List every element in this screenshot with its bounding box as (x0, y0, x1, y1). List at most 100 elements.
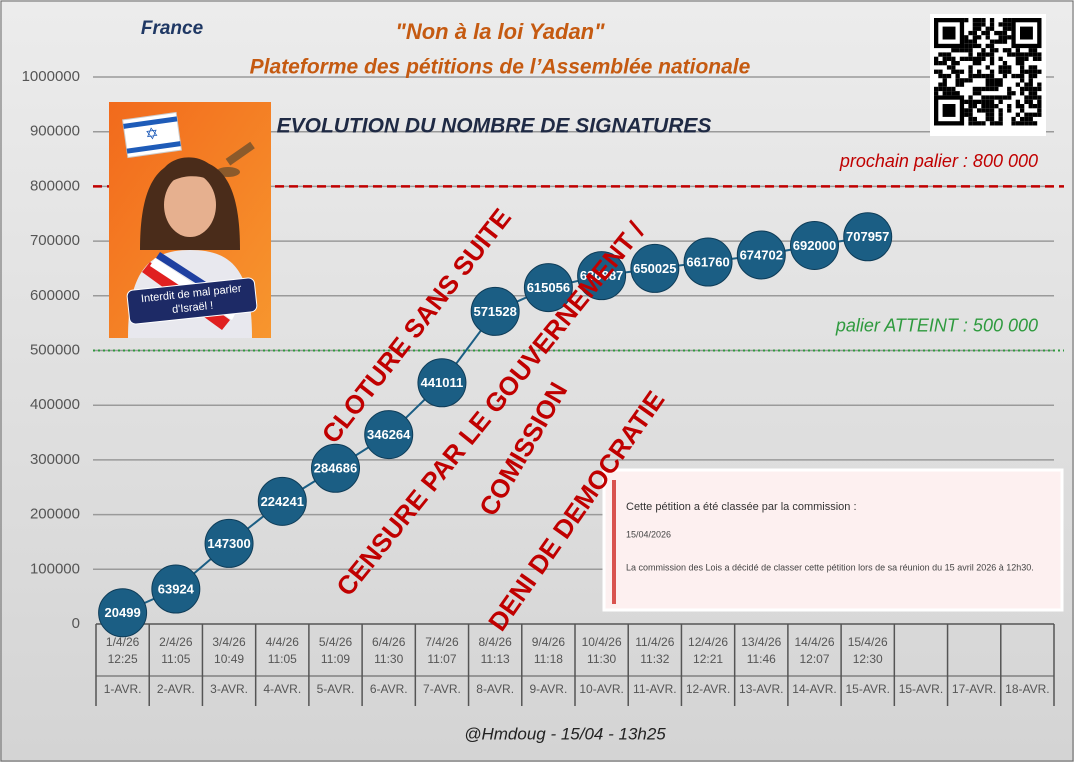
qr-cell (1028, 91, 1033, 96)
qr-cell (981, 99, 986, 104)
qr-cell (964, 108, 969, 113)
qr-cell (946, 56, 952, 61)
qr-cell (934, 86, 939, 92)
qr-cell (1037, 86, 1042, 92)
qr-cell (1002, 30, 1008, 36)
qr-cell (989, 39, 995, 44)
qr-cell (1024, 112, 1029, 117)
qr-cell (994, 30, 999, 36)
x-tick-label: 17-AVR. (952, 682, 996, 696)
qr-cell (964, 48, 969, 53)
qr-cell (1015, 48, 1020, 53)
qr-finder (1020, 26, 1033, 40)
qr-finder (942, 26, 956, 40)
qr-cell (1037, 56, 1042, 61)
qr-cell (985, 86, 990, 92)
qr-cell (972, 116, 977, 122)
qr-cell (977, 52, 982, 57)
qr-cell (972, 73, 977, 79)
x-tick-label: 15-AVR. (899, 682, 943, 696)
x-tick-label: 15-AVR. (845, 682, 889, 696)
qr-cell (1002, 65, 1008, 70)
plot: 0 100000 200000 300000 400000 500000 600000 700… (22, 68, 1064, 706)
x-tick-label: 2-AVR. (157, 682, 195, 696)
qr-cell (994, 78, 999, 83)
qr-cell (1020, 104, 1025, 109)
qr-cell (968, 39, 973, 44)
qr-cell (989, 61, 995, 66)
footer: @Hmdoug - 15/04 - 13h25 (464, 724, 666, 743)
qr-cell (977, 26, 982, 31)
qr-cell (1028, 99, 1033, 104)
qr-cell (1015, 99, 1020, 104)
y-tick-label: 100000 (30, 560, 80, 577)
qr-cell (1020, 69, 1025, 74)
qr-cell (1015, 82, 1020, 87)
qr-cell (981, 18, 986, 23)
data-point (577, 251, 627, 301)
qr-cell (964, 35, 969, 40)
qr-cell (1032, 86, 1038, 92)
qr-cell (938, 69, 943, 74)
qr-cell (1032, 56, 1038, 61)
data-label: 636887 (580, 268, 623, 283)
qr-cell (972, 39, 977, 44)
qr-cell (959, 78, 965, 83)
qr-cell (1024, 95, 1029, 100)
qr-cell (1032, 112, 1038, 117)
qr-cell (977, 99, 982, 104)
data-label: 147300 (207, 536, 250, 551)
qr-cell (981, 73, 986, 79)
qr-cell (938, 86, 943, 92)
data-point (204, 518, 254, 568)
data-point (257, 476, 307, 526)
qr-cell (946, 73, 952, 79)
qr-cell (1037, 99, 1042, 104)
x-tick-label: 1/4/26 (106, 635, 140, 649)
qr-cell (972, 22, 977, 27)
x-tick-label: 9/4/26 (532, 635, 566, 649)
qr-cell (989, 43, 995, 49)
x-tick-label: 8/4/26 (478, 635, 512, 649)
qr-cell (1011, 91, 1016, 96)
qr-cell (1020, 52, 1025, 57)
notice-box: Cette pétition a été classée par la comm… (602, 468, 1064, 612)
qr-cell (1032, 95, 1038, 100)
qr-cell (1015, 73, 1020, 79)
qr-cell (972, 30, 977, 36)
data-point (417, 358, 467, 408)
qr-cell (1037, 95, 1042, 100)
qr-cell (972, 43, 977, 49)
data-point (630, 243, 680, 293)
qr-cell (977, 73, 982, 79)
qr-cell (1015, 121, 1020, 126)
qr-cell (972, 99, 977, 104)
chart-title: EVOLUTION DU NOMBRE DE SIGNATURES (277, 115, 712, 138)
qr-cell (964, 99, 969, 104)
qr-cell (959, 56, 965, 61)
y-tick-label: 500000 (30, 341, 80, 358)
y-tick-label: 600000 (30, 287, 80, 304)
data-point (523, 263, 573, 313)
qr-cell (955, 91, 960, 96)
qr-cell (964, 39, 969, 44)
qr-cell (968, 78, 973, 83)
qr-cell (964, 78, 969, 83)
data-label: 346264 (367, 427, 411, 442)
qr-cell (1007, 95, 1012, 100)
qr-cell (942, 56, 947, 61)
qr-cell (989, 78, 995, 83)
qr-cell (934, 56, 939, 61)
qr-cell (994, 82, 999, 87)
qr-cell (938, 73, 943, 79)
qr-cell (1002, 69, 1008, 74)
qr-cell (1032, 48, 1038, 53)
image-caption: d'Israël ! (172, 300, 214, 316)
qr-cell (1024, 121, 1029, 126)
y-tick-label: 300000 (30, 451, 80, 468)
x-tick-label: 11:30 (374, 652, 403, 666)
qr-cell (977, 22, 982, 27)
qr-cell (968, 73, 973, 79)
x-tick-label: 12:21 (693, 652, 723, 666)
qr-cell (1032, 73, 1038, 79)
